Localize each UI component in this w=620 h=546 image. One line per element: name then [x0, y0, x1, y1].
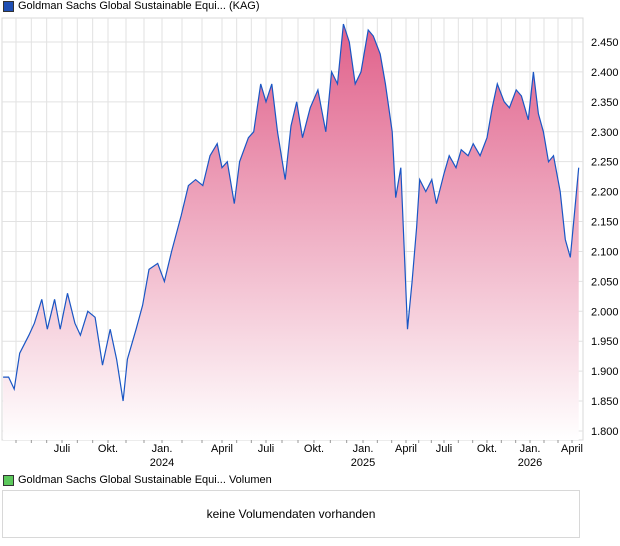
price-area-fill: [3, 24, 579, 440]
volume-legend: Goldman Sachs Global Sustainable Equi...…: [3, 474, 272, 486]
y-tick-label: 2.200: [591, 187, 619, 199]
y-tick-label: 1.950: [591, 336, 619, 348]
x-tick-label: Jan.: [152, 443, 173, 455]
volume-panel: keine Volumendaten vorhanden: [2, 490, 580, 538]
y-tick-label: 2.250: [591, 157, 619, 169]
x-tick-label: Juli: [436, 443, 453, 455]
price-line: [3, 23, 580, 402]
x-tick-label: April: [211, 443, 233, 455]
y-tick-label: 2.000: [591, 306, 619, 318]
x-tick-label: Jan.: [520, 443, 541, 455]
x-tick-year-label: 2025: [351, 457, 375, 469]
y-tick-label: 2.050: [591, 276, 619, 288]
y-tick-label: 2.350: [591, 97, 619, 109]
y-tick-label: 2.400: [591, 67, 619, 79]
y-tick-label: 2.450: [591, 37, 619, 49]
series-color-swatch: [3, 0, 14, 12]
y-tick-label: 1.900: [591, 366, 619, 378]
y-tick-label: 2.300: [591, 127, 619, 139]
y-tick-label: 2.100: [591, 246, 619, 258]
volume-legend-label: Goldman Sachs Global Sustainable Equi...…: [18, 474, 272, 486]
main-legend: Goldman Sachs Global Sustainable Equi...…: [3, 0, 260, 12]
y-tick-label: 2.150: [591, 217, 619, 229]
x-tick-label: Okt.: [304, 443, 324, 455]
price-chart: 1.800 1.850 1.900 1.950 2.000 2.050 2.100 2.150…: [1, 17, 619, 469]
x-tick-label: April: [561, 443, 583, 455]
y-tick-label: 1.800: [591, 426, 619, 438]
main-legend-label: Goldman Sachs Global Sustainable Equi...…: [18, 0, 260, 12]
x-tick-label: Juli: [258, 443, 275, 455]
x-tick-label: Okt.: [98, 443, 118, 455]
x-tick-year-label: 2026: [518, 457, 542, 469]
volume-empty-message: keine Volumendaten vorhanden: [206, 507, 376, 521]
x-tick-label: Okt.: [477, 443, 497, 455]
x-tick-label: Juli: [54, 443, 71, 455]
x-tick-label: April: [395, 443, 417, 455]
y-tick-label: 1.850: [591, 396, 619, 408]
volume-color-swatch: [3, 474, 14, 486]
x-tick-label: Jan.: [353, 443, 374, 455]
x-tick-year-label: 2024: [150, 457, 174, 469]
